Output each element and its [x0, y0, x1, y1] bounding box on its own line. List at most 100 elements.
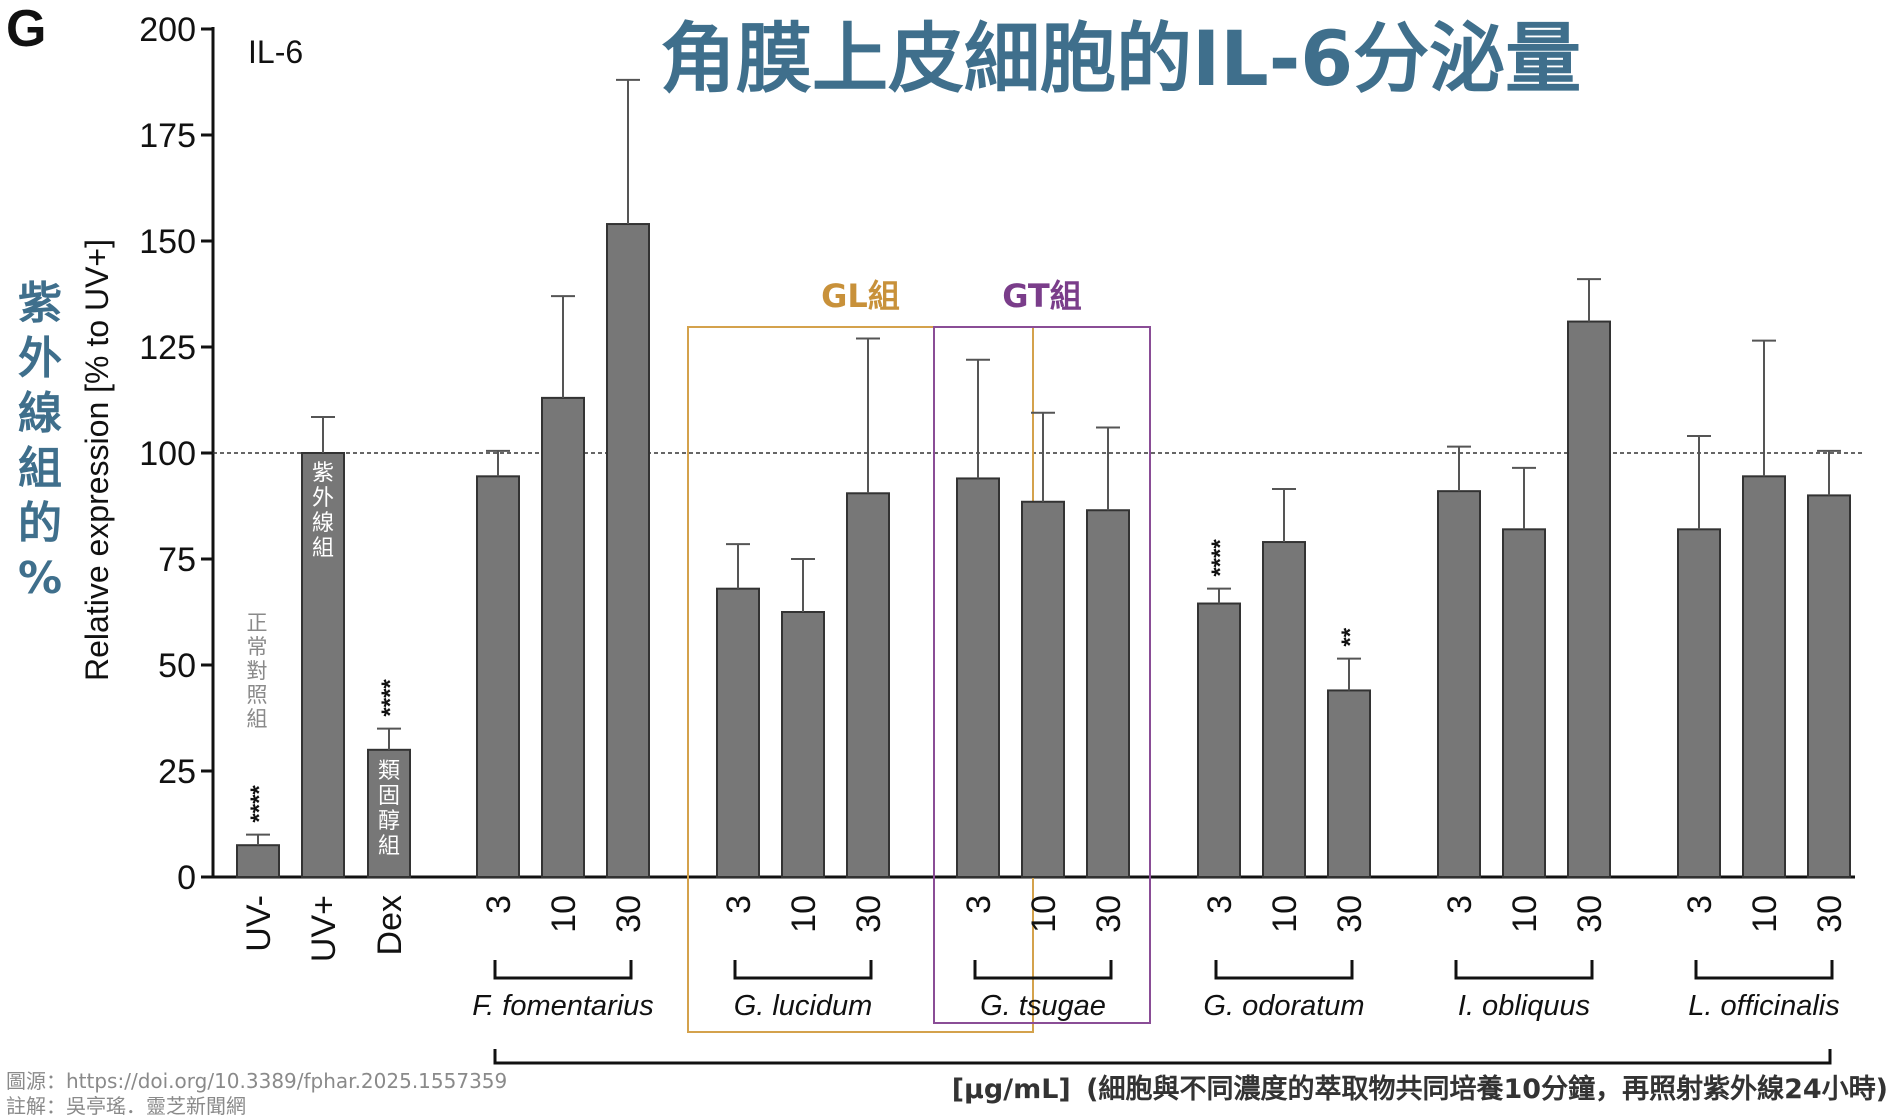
- x-label-dose: 10: [1506, 895, 1544, 933]
- y-tick-label: 25: [158, 753, 196, 791]
- bar-group-1-dose-2: [846, 492, 890, 878]
- significance-marker: ****: [377, 679, 404, 717]
- group-brackets: F. fomentarius G. lucidum G. tsugae G. odor…: [472, 960, 1840, 1065]
- y-tick-label: 75: [158, 541, 196, 579]
- note-dex-char: 醇: [378, 809, 400, 834]
- all-groups-bracket: [493, 1049, 1832, 1065]
- y-tick-label: 150: [139, 223, 196, 261]
- highlight-box: [933, 326, 1151, 1024]
- side-label-char: %: [18, 553, 62, 604]
- x-label-dose: 3: [1201, 895, 1239, 914]
- x-label-dose: 10: [1266, 895, 1304, 933]
- x-label-dex: Dex: [371, 895, 409, 955]
- units-note: (細胞與不同濃度的萃取物共同培養10分鐘，再照射紫外線24小時): [1086, 1073, 1888, 1105]
- bar-group-2-dose-0: [956, 477, 1000, 878]
- group-bracket: [733, 960, 873, 980]
- significance-marker: ****: [246, 785, 273, 823]
- group-name: I. obliquus: [1458, 990, 1590, 1022]
- bar-group-3-dose-0: [1197, 602, 1241, 879]
- bar-group-4-dose-1: [1502, 528, 1546, 878]
- x-label-uv: UV+: [305, 895, 343, 962]
- bar-group-0-dose-2: [606, 223, 650, 879]
- note-uv-plus-char: 線: [312, 511, 334, 536]
- side-label-char: 外: [18, 333, 62, 384]
- y-tick-label: 0: [177, 859, 196, 897]
- y-tick-label: 100: [139, 435, 196, 473]
- group-bracket: [1694, 960, 1834, 980]
- x-label-dose: 30: [1811, 895, 1849, 933]
- note-uv-minus-char: 照: [247, 683, 268, 707]
- side-label-char: 紫: [18, 278, 62, 329]
- x-label-dose: 3: [720, 895, 758, 914]
- bar-group-0-dose-1: [541, 396, 585, 878]
- group-bracket: [1454, 960, 1594, 980]
- y-axis-label: Relative expression [% to UV+]: [79, 239, 115, 681]
- bar-group-5-dose-2: [1807, 494, 1851, 878]
- bar-group-5-dose-1: [1742, 475, 1786, 878]
- side-label-char: 的: [18, 498, 62, 549]
- x-label-dose: 30: [1090, 895, 1128, 933]
- x-label-dose: 10: [1025, 895, 1063, 933]
- x-label-dose: 3: [480, 895, 518, 914]
- bar-group-2-dose-1: [1021, 500, 1065, 878]
- group-bracket: [1214, 960, 1354, 980]
- units-value: [μg/mL]: [952, 1074, 1071, 1105]
- y-tick-label: 50: [158, 647, 196, 685]
- significance-marker: **: [1337, 627, 1364, 646]
- significance-marker: ****: [1207, 539, 1234, 577]
- x-label-dose: 30: [850, 895, 888, 933]
- units-label: [μg/mL] (細胞與不同濃度的萃取物共同培養10分鐘，再照射紫外線24小時): [952, 1073, 1888, 1105]
- group-bracket: [973, 960, 1113, 980]
- bar-dex: [367, 748, 411, 878]
- annotation-credit: 註解：吳亭瑤．靈芝新聞網: [6, 1094, 246, 1118]
- x-label-dose: 3: [960, 895, 998, 914]
- y-tick-label: 125: [139, 329, 196, 367]
- x-label-dose: 3: [1681, 895, 1719, 914]
- note-uv-plus-char: 組: [312, 536, 334, 561]
- note-uv-minus-char: 組: [247, 707, 268, 731]
- source-credit: 圖源：https://doi.org/10.3389/fphar.2025.15…: [6, 1069, 507, 1093]
- side-label-char: 組: [18, 443, 62, 494]
- x-label-uv: UV-: [240, 895, 278, 952]
- highlight-box-label: GL組: [821, 277, 900, 315]
- note-uv-plus-char: 紫: [312, 461, 334, 486]
- group-name: L. officinalis: [1688, 990, 1840, 1022]
- bar-group-2-dose-2: [1086, 509, 1130, 878]
- bar-group-3-dose-1: [1262, 541, 1306, 878]
- x-label-dose: 3: [1441, 895, 1479, 914]
- highlight-box-label: GT組: [1002, 277, 1082, 315]
- x-label-dose: 10: [785, 895, 823, 933]
- y-tick-label: 200: [139, 11, 196, 49]
- group-bracket: [493, 960, 633, 980]
- x-label-dose: 30: [610, 895, 648, 933]
- group-name: F. fomentarius: [472, 990, 654, 1022]
- bar-group-4-dose-0: [1437, 490, 1481, 878]
- bar-group-4-dose-2: [1567, 320, 1611, 878]
- group-name: G. odoratum: [1203, 990, 1364, 1022]
- note-uv-plus-char: 外: [312, 486, 334, 511]
- x-label-dose: 10: [1746, 895, 1784, 933]
- series-label: IL-6: [248, 34, 303, 70]
- note-dex-char: 固: [378, 784, 400, 809]
- panel-label: G: [6, 0, 46, 58]
- x-label-dose: 30: [1331, 895, 1369, 933]
- note-dex-char: 類: [378, 759, 400, 784]
- bar-uv: [301, 452, 345, 878]
- note-uv-minus-char: 對: [247, 659, 268, 683]
- bar-group-3-dose-2: [1327, 689, 1371, 878]
- x-label-dose: 30: [1571, 895, 1609, 933]
- chart-title: 角膜上皮細胞的IL-6分泌量: [660, 14, 1581, 103]
- x-axis-labels: UV- UV+ Dex 3 10 30 3 10 30 3 10 30 3 10 30 3 10 30 3 10 30: [240, 895, 1849, 962]
- bar-uv: [236, 844, 280, 879]
- group-name: G. tsugae: [980, 990, 1106, 1022]
- side-label-char: 線: [18, 388, 62, 439]
- note-uv-minus-char: 正: [247, 611, 268, 635]
- note-dex-char: 組: [378, 834, 400, 859]
- bar-group-1-dose-1: [781, 611, 825, 878]
- bar-group-5-dose-0: [1677, 528, 1721, 878]
- x-label-dose: 10: [545, 895, 583, 933]
- group-name: G. lucidum: [734, 990, 873, 1022]
